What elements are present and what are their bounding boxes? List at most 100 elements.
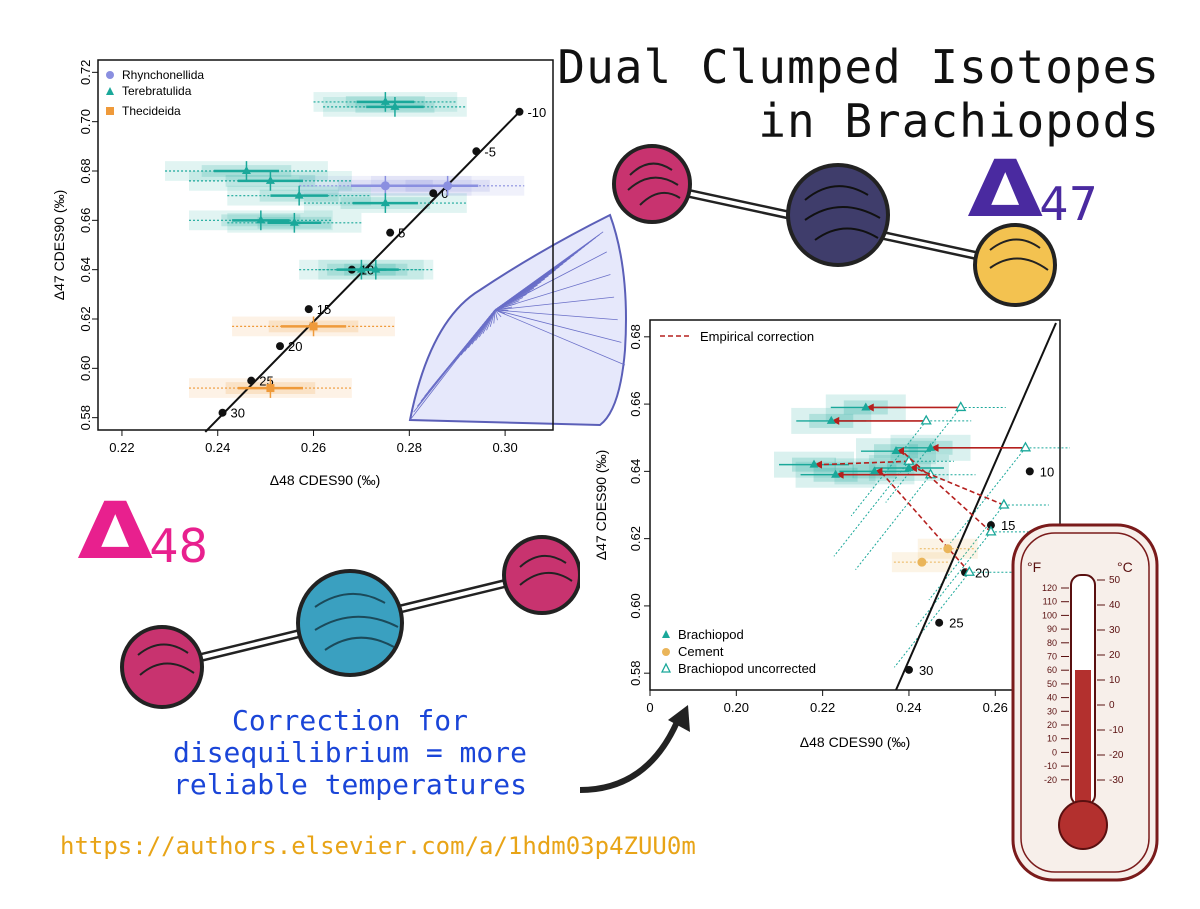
- legend-uncorrected: Brachiopod uncorrected: [678, 661, 816, 676]
- chart1-xtick-label: 0.30: [492, 440, 517, 455]
- shell-rib: [494, 251, 607, 311]
- shell-rib: [494, 309, 502, 318]
- chart2-xtick-label: 0.24: [896, 700, 921, 715]
- chart1-calibration-point: [247, 376, 256, 385]
- title-line-1: Dual Clumped Isotopes: [557, 40, 1160, 94]
- thermo-f-tick-label: 40: [1047, 693, 1057, 703]
- thermo-c-tick-label: -20: [1109, 750, 1124, 761]
- legend-thecideida: Thecideida: [122, 104, 181, 118]
- chart2-xtick-label: 0.22: [810, 700, 835, 715]
- correction-caption: Correction for disequilibrium = more rel…: [140, 705, 560, 801]
- chart1-ytick-label: 0.70: [78, 109, 93, 134]
- chart1-point-terebratulida: [380, 198, 390, 207]
- thermometer-mercury: [1075, 670, 1091, 810]
- thermo-f-tick-label: 90: [1047, 624, 1057, 634]
- chart2-ytick-label: 0.60: [628, 593, 643, 618]
- chart2-arrowhead: [930, 443, 939, 452]
- thermo-f-tick-label: 60: [1047, 665, 1057, 675]
- thermo-c-tick-label: -10: [1109, 725, 1124, 736]
- shell-rib: [494, 309, 618, 321]
- shell-rib: [494, 309, 622, 343]
- chart2-ytick-label: 0.62: [628, 526, 643, 551]
- chart2-xlabel: Δ48 CDES90 (‰): [800, 734, 911, 750]
- brachiopod-shell-illustration: [408, 213, 627, 427]
- thermo-f-tick-label: 100: [1042, 610, 1057, 620]
- chart2-frame: [649, 319, 1061, 691]
- chart2-calibration-point: [935, 618, 944, 627]
- chart2-calibration-point: [904, 665, 913, 674]
- chart2-arrowhead: [908, 464, 917, 472]
- chart2-legend-bottom: Brachiopod Cement Brachiopod uncorrected: [660, 627, 816, 676]
- chart2-ytick-label: 0.66: [628, 391, 643, 416]
- legend-rhynchonellida-marker: [106, 71, 114, 79]
- thermo-c-tick-label: 40: [1109, 600, 1121, 611]
- shell-rib: [493, 309, 496, 324]
- chart1-xtick-label: 0.22: [109, 440, 134, 455]
- chart2-projection-line: [915, 531, 992, 628]
- chart1-point-terebratulida: [265, 175, 275, 184]
- legend-empirical: Empirical correction: [700, 329, 814, 344]
- shell-rib: [489, 309, 496, 327]
- thermo-f-tick-label: 20: [1047, 720, 1057, 730]
- chart2-xtick-label: 0.20: [724, 700, 749, 715]
- chart2-point-uncorrected: [1019, 441, 1032, 452]
- chart2-ylabel: Δ47 CDES90 (‰): [593, 450, 609, 561]
- chart1-point-terebratulida: [380, 96, 390, 105]
- thermo-c-tick-label: 50: [1109, 575, 1121, 586]
- chart1-calibration-label: 20: [288, 339, 302, 354]
- chart2-correction-arrow: [819, 460, 909, 466]
- chart2-ytick-label: 0.64: [628, 459, 643, 484]
- chart1-legend: Rhynchonellida Terebratulida Thecideida: [106, 68, 204, 118]
- chart2-projection-line: [893, 571, 970, 668]
- chart2-point-brachiopod: [826, 415, 836, 424]
- chart2-calibration-label: 25: [949, 616, 963, 631]
- chart1-calibration-point: [304, 305, 313, 314]
- chart1-ytick-label: 0.66: [78, 208, 93, 233]
- chart2-arrowhead: [835, 470, 844, 479]
- chart2-calibration-line: [895, 322, 1057, 691]
- chart1-point-thecideida: [309, 322, 318, 331]
- chart2-calibration-point: [986, 521, 995, 530]
- thermo-f-label: °F: [1027, 559, 1041, 575]
- chart2-point-uncorrected: [920, 414, 932, 425]
- atom-navy-icon: [786, 163, 890, 267]
- thermo-f-tick-label: 110: [1043, 597, 1057, 607]
- chart2-xtick-label: 0: [646, 700, 653, 715]
- thermo-c-tick-label: 10: [1109, 675, 1121, 686]
- thermometer-illustration: °F °C 1201101009080706050403020100-10-20…: [1011, 523, 1159, 882]
- delta48-label: Δ48: [77, 492, 208, 574]
- chart1-ytick-label: 0.72: [78, 60, 93, 85]
- chart2-point-uncorrected: [955, 401, 967, 412]
- thermo-f-tick-label: 30: [1047, 706, 1057, 716]
- chart2-calibration-label: 10: [1040, 464, 1054, 479]
- atom-magenta-left-icon: [120, 625, 204, 709]
- chart2-calibration-label: 30: [919, 663, 933, 678]
- caption-line-2: disequilibrium = more: [172, 736, 527, 769]
- chart1-point-thecideida: [266, 384, 275, 393]
- thermo-f-tick-label: 120: [1042, 583, 1057, 593]
- thermo-c-tick-label: -30: [1109, 775, 1124, 786]
- title: Dual Clumped Isotopes in Brachiopods: [470, 40, 1160, 148]
- paper-url[interactable]: https://authors.elsevier.com/a/1hdm03p4Z…: [60, 832, 696, 860]
- delta48-symbol: Δ: [77, 487, 153, 577]
- thermo-f-tick-label: 0: [1052, 747, 1057, 757]
- chart1-xtick-label: 0.24: [205, 440, 230, 455]
- chart1-point-rhynchonellida: [443, 181, 453, 191]
- thermo-f-tick-label: -20: [1044, 775, 1057, 785]
- chart2-projection-line: [950, 447, 1026, 544]
- chart1-point-rhynchonellida: [380, 181, 390, 191]
- chart1-ytick-label: 0.68: [78, 158, 93, 183]
- chart1-calibration-point: [218, 408, 227, 417]
- thermo-c-tick-label: 0: [1109, 700, 1115, 711]
- chart1-calibration-point: [386, 228, 395, 237]
- chart1-xlabel: Δ48 CDES90 (‰): [270, 472, 381, 488]
- chart1-frame: [97, 59, 554, 431]
- atom-yellow-icon: [973, 223, 1057, 307]
- chart1-calibration-label: -5: [484, 144, 496, 159]
- delta48-sub: 48: [149, 519, 208, 574]
- shell-rib: [494, 231, 604, 311]
- chart2-arrowhead: [874, 467, 883, 476]
- chart1-calibration-label: 30: [231, 406, 245, 421]
- legend-brachiopod-marker: [662, 630, 670, 638]
